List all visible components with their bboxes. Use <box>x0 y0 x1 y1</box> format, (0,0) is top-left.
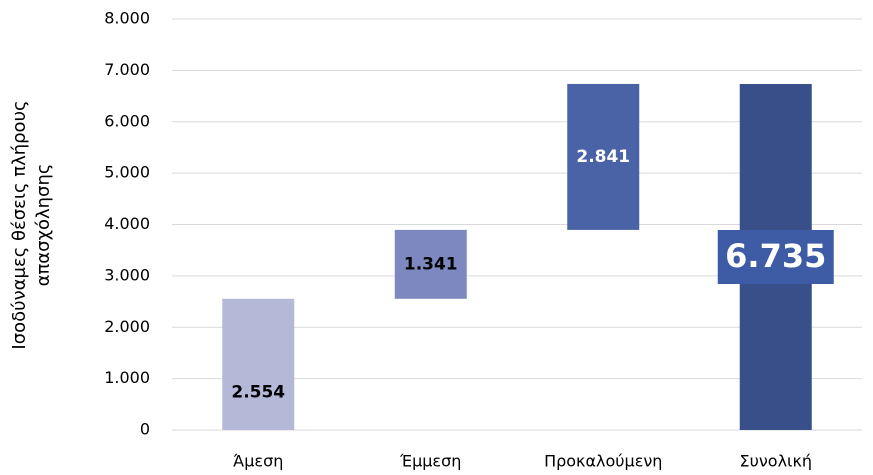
y-tick-label: 0 <box>140 420 150 439</box>
y-tick-label: 4.000 <box>104 214 150 233</box>
value-label: 2.554 <box>231 382 285 402</box>
value-label: 1.341 <box>404 254 458 274</box>
y-tick-label: 8.000 <box>104 9 150 28</box>
x-tick-label: Συνολική <box>739 452 812 471</box>
x-tick-label: Προκαλούμενη <box>544 452 662 471</box>
bar <box>394 229 467 299</box>
y-tick-label: 3.000 <box>104 265 150 284</box>
value-label: 2.841 <box>576 147 630 167</box>
value-label: 6.735 <box>725 237 826 275</box>
y-tick-label: 2.000 <box>104 317 150 336</box>
y-tick-label: 1.000 <box>104 368 150 387</box>
y-axis-title-line: Ισοδύναμες θέσεις πλήρους <box>9 100 30 349</box>
bar <box>567 83 640 230</box>
x-tick-label: Άμεση <box>233 452 283 471</box>
y-tick-label: 5.000 <box>104 163 150 182</box>
x-tick-label: Έμμεση <box>399 452 461 471</box>
y-axis-title-line: απασχόλησης <box>33 164 54 287</box>
y-tick-label: 6.000 <box>104 111 150 130</box>
bar <box>222 298 295 430</box>
y-axis-title: Ισοδύναμες θέσεις πλήρους απασχόλησης <box>9 100 54 349</box>
y-tick-label: 7.000 <box>104 60 150 79</box>
value-label-box <box>717 229 834 284</box>
